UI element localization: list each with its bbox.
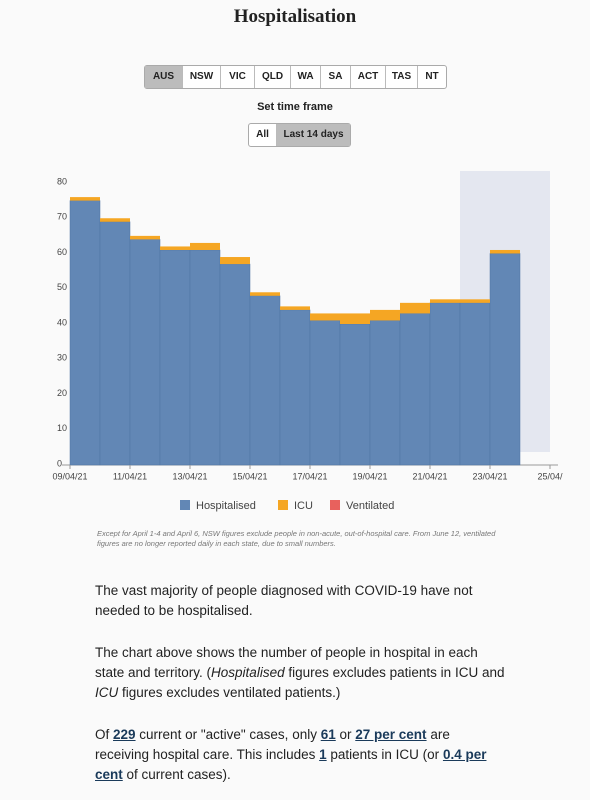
button[interactable]: SA (321, 66, 351, 88)
x-tick-label: 15/04/21 (232, 471, 267, 481)
legend-swatch (330, 500, 340, 510)
bar (220, 257, 250, 265)
bar (430, 299, 460, 303)
bar (280, 306, 310, 310)
page-title: Hospitalisation (233, 6, 357, 27)
legend-swatch (180, 500, 190, 510)
bar (160, 246, 190, 250)
x-tick-label: 25/04/ (537, 471, 563, 481)
bar (189, 249, 221, 466)
bar (399, 313, 431, 466)
text: figures excludes ventilated patients.) (118, 685, 341, 700)
paragraph: The vast majority of people diagnosed wi… (95, 583, 473, 618)
y-tick-label: 0 (57, 458, 62, 468)
bar (459, 302, 491, 466)
bar (250, 292, 280, 296)
link[interactable]: 27 per cent (355, 727, 427, 742)
x-tick-label: 09/04/21 (52, 471, 87, 481)
y-tick-label: 40 (57, 317, 67, 327)
bar (279, 309, 311, 466)
link[interactable]: 0.4 per cent (95, 747, 487, 782)
bar (339, 323, 371, 466)
x-tick-label: 17/04/21 (292, 471, 327, 481)
paragraph: Of 229 current or "active" cases, only 6… (95, 725, 505, 785)
footnote: Except for April 1-4 and April 6, NSW fi… (97, 529, 496, 548)
y-tick-label: 20 (57, 388, 67, 398)
link[interactable]: 61 (320, 727, 336, 742)
region-selector: AUS NSW VIC QLD WA SA ACT TAS NT (144, 65, 447, 89)
button[interactable]: Last 14 days (277, 124, 350, 146)
button[interactable]: WA (291, 66, 321, 88)
x-tick-label: 11/04/21 (113, 471, 147, 481)
button[interactable]: QLD (255, 66, 291, 88)
bar (309, 320, 341, 466)
bar (70, 197, 100, 201)
bar (489, 253, 521, 466)
paragraph: The chart above shows the number of peop… (95, 643, 505, 703)
link[interactable]: 1 (319, 747, 327, 762)
y-tick-label: 10 (57, 423, 67, 433)
text: Hospitalised (211, 665, 285, 680)
bar (429, 302, 461, 466)
time-frame-selector: All Last 14 days (248, 123, 351, 147)
bar (129, 239, 161, 466)
text: are receiving hospital care. This includ… (95, 727, 450, 762)
button[interactable]: VIC (221, 66, 255, 88)
bar (310, 313, 340, 321)
link[interactable]: 229 (113, 727, 136, 742)
legend-label: Hospitalised (196, 500, 256, 512)
x-tick-label: 13/04/21 (172, 471, 207, 481)
x-tick-label: 23/04/21 (472, 471, 507, 481)
bar (340, 313, 370, 324)
text: of current cases). (122, 767, 231, 782)
time-frame-label: Set time frame (257, 101, 333, 113)
bar (100, 218, 130, 222)
x-tick-label: 19/04/21 (352, 471, 387, 481)
y-tick-label: 60 (57, 247, 67, 257)
button[interactable]: All (249, 124, 277, 146)
bar (490, 249, 520, 254)
bar (99, 221, 131, 466)
bar (130, 235, 160, 240)
y-tick-label: 30 (57, 353, 67, 363)
bar (190, 242, 220, 250)
text: figures excludes patients in ICU and (284, 665, 505, 680)
y-tick-label: 80 (57, 176, 67, 186)
bar (460, 299, 490, 303)
button[interactable]: AUS (145, 66, 183, 88)
text: or (335, 727, 356, 742)
bar (249, 295, 281, 466)
chart: 0 10 20 30 40 50 60 70 80 09/04/21 11/04/21 13/04/2… (52, 171, 563, 512)
x-tick-label: 21/04/21 (412, 471, 447, 481)
button[interactable]: NT (425, 71, 439, 82)
y-tick-label: 70 (57, 212, 67, 222)
bar (370, 309, 400, 321)
text: The chart above shows the number of peop… (95, 645, 478, 680)
bar (219, 263, 251, 466)
bar (369, 320, 401, 466)
legend-label: Ventilated (346, 500, 394, 512)
button[interactable]: TAS (386, 66, 418, 88)
legend-swatch (278, 500, 288, 510)
button[interactable]: NSW (183, 66, 221, 88)
legend-label: ICU (294, 500, 313, 512)
text: ICU (95, 685, 119, 700)
bar (159, 249, 191, 466)
text: current or "active" cases, only (135, 727, 321, 742)
bar (69, 200, 101, 466)
text: patients in ICU (or (326, 747, 443, 762)
y-tick-label: 50 (57, 282, 67, 292)
text: Of (95, 727, 114, 742)
button[interactable]: ACT (351, 66, 386, 88)
bar (400, 302, 430, 314)
